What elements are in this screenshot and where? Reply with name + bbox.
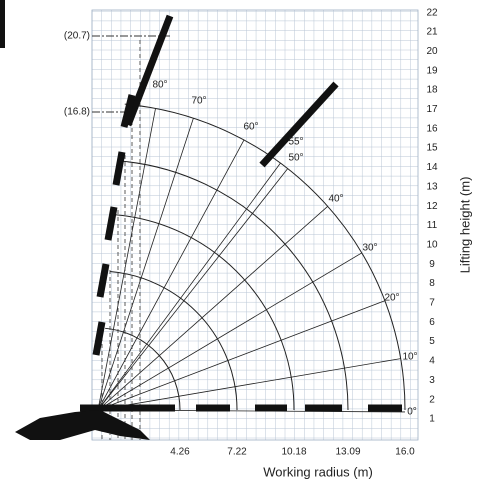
height-tick-label: 7 — [429, 298, 435, 309]
angle-label: 55° — [288, 137, 303, 148]
angle-ray — [97, 162, 281, 411]
angle-ray — [97, 300, 386, 411]
angle-label: 40° — [328, 194, 343, 205]
height-tick-label: 21 — [426, 27, 438, 38]
angle-ray — [97, 118, 194, 411]
height-tick-label: 16 — [426, 123, 438, 134]
radius-arc — [124, 103, 406, 411]
height-tick-label: 1 — [429, 414, 435, 425]
height-label: (16.8) — [64, 107, 90, 118]
radius-arc — [110, 271, 238, 411]
height-tick-label: 5 — [429, 336, 435, 347]
angle-ray — [97, 206, 328, 411]
corner-bar — [0, 0, 5, 48]
height-tick-label: 8 — [429, 278, 435, 289]
angle-label: 0° — [407, 407, 417, 418]
height-tick-label: 9 — [429, 259, 435, 270]
angle-ray — [97, 139, 245, 411]
radius-label: 4.26 — [170, 447, 190, 458]
angle-label: 50° — [288, 153, 303, 164]
height-tick-label: 22 — [426, 7, 438, 18]
angle-ray — [97, 168, 288, 411]
angle-ray — [97, 358, 401, 411]
radius-arc — [115, 214, 295, 411]
height-tick-label: 10 — [426, 239, 438, 250]
height-tick-label: 12 — [426, 201, 438, 212]
angle-label: 60° — [243, 122, 258, 133]
radius-label: 10.18 — [281, 447, 306, 458]
height-tick-label: 11 — [427, 220, 438, 231]
height-tick-label: 4 — [429, 356, 435, 367]
x-axis-title: Working radius (m) — [263, 464, 373, 479]
vertical-guides — [101, 40, 141, 440]
height-tick-label: 3 — [429, 375, 435, 386]
radius-arc — [119, 160, 349, 411]
height-tick-label: 13 — [426, 181, 438, 192]
booms — [80, 14, 402, 412]
grid-frame — [91, 9, 419, 441]
y-axis-title: Lifting height (m) — [457, 177, 472, 274]
height-tick-label: 17 — [426, 104, 438, 115]
angle-ray — [97, 252, 362, 411]
crane-base — [15, 410, 150, 440]
height-tick-label: 15 — [426, 143, 438, 154]
radius-arc — [105, 327, 181, 411]
angle-label: 30° — [362, 243, 377, 254]
angle-label: 10° — [402, 352, 417, 363]
height-tick-label: 20 — [426, 46, 438, 57]
angle-label: 20° — [384, 293, 399, 304]
height-tick-label: 2 — [429, 394, 435, 405]
radius-label: 13.09 — [335, 447, 360, 458]
height-tick-label: 18 — [426, 85, 438, 96]
angle-label: 80° — [152, 80, 167, 91]
radius-label: 7.22 — [227, 447, 247, 458]
angle-label: 70° — [191, 96, 206, 107]
height-tick-label: 6 — [429, 317, 435, 328]
height-tick-label: 19 — [426, 65, 438, 76]
radius-label: 16.0 — [395, 447, 415, 458]
height-tick-label: 14 — [426, 162, 438, 173]
angle-ray — [97, 108, 156, 411]
height-label: (20.7) — [64, 31, 90, 42]
